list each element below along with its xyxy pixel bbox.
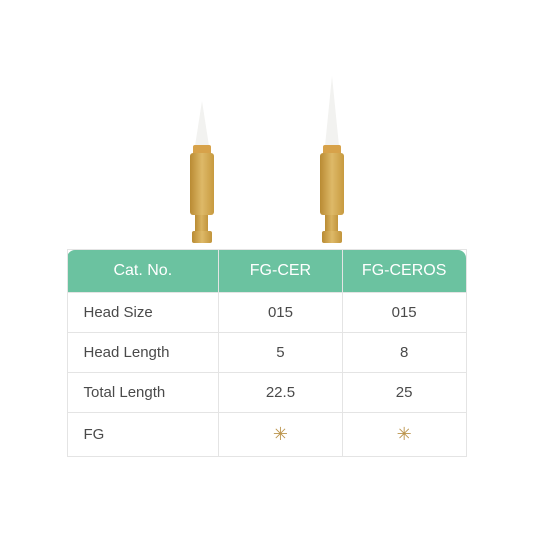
cell: 25: [342, 373, 466, 413]
table-row: Head Size 015 015: [67, 293, 466, 333]
cell: 22.5: [219, 373, 343, 413]
cell: 015: [219, 293, 343, 333]
cell: ✳: [219, 413, 343, 457]
product-fg-ceros: [287, 76, 377, 243]
product-card: Cat. No. FG-CER FG-CEROS Head Size 015 0…: [67, 76, 467, 457]
cap-icon: [193, 145, 211, 153]
cell: 015: [342, 293, 466, 333]
star-icon: ✳: [273, 424, 288, 444]
row-label: Head Size: [67, 293, 219, 333]
cell: ✳: [342, 413, 466, 457]
row-label: Total Length: [67, 373, 219, 413]
product-fg-cer: [157, 101, 247, 243]
table-row: FG ✳ ✳: [67, 413, 466, 457]
header-cat: Cat. No.: [67, 250, 219, 293]
neck-icon: [195, 215, 208, 231]
star-icon: ✳: [397, 424, 412, 444]
base-icon: [322, 231, 342, 243]
tip-icon: [325, 76, 339, 146]
spec-table: Cat. No. FG-CER FG-CEROS Head Size 015 0…: [67, 249, 467, 457]
neck-icon: [325, 215, 338, 231]
row-label: Head Length: [67, 333, 219, 373]
base-icon: [192, 231, 212, 243]
header-p2: FG-CEROS: [342, 250, 466, 293]
cap-icon: [323, 145, 341, 153]
table-row: Total Length 22.5 25: [67, 373, 466, 413]
cell: 5: [219, 333, 343, 373]
row-label: FG: [67, 413, 219, 457]
tip-icon: [195, 101, 209, 146]
header-p1: FG-CER: [219, 250, 343, 293]
shaft-icon: [190, 153, 214, 215]
table-row: Head Length 5 8: [67, 333, 466, 373]
cell: 8: [342, 333, 466, 373]
table-header-row: Cat. No. FG-CER FG-CEROS: [67, 250, 466, 293]
product-images: [157, 76, 377, 243]
shaft-icon: [320, 153, 344, 215]
